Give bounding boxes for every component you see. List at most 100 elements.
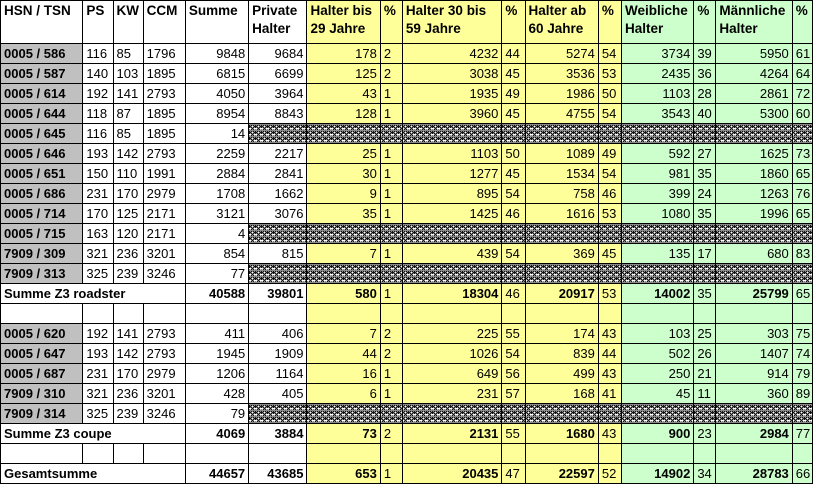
cell-ccm: 2793 xyxy=(142,83,186,104)
spacer-cell xyxy=(524,443,599,464)
cell-maennliche-halter: 1263 xyxy=(715,183,793,204)
cell-halter-ab-60: 499 xyxy=(524,363,599,384)
cell-weibliche-halter: 2435 xyxy=(620,63,695,84)
cell-maennliche-halter: 914 xyxy=(715,363,793,384)
cell-ps: 321 xyxy=(82,243,114,264)
table-row: 7909 / 314 325 239 3246 79 xyxy=(0,403,813,424)
cell-pct-bis-29 xyxy=(379,123,403,144)
header-line-2: 59 Jahre xyxy=(405,21,461,36)
sum-summe: 44657 xyxy=(184,463,250,484)
cell-pct-bis-29: 2 xyxy=(379,43,403,64)
cell-pct-bis-29 xyxy=(379,403,403,424)
cell-hsn-tsn: 0005 / 586 xyxy=(0,43,84,64)
spacer-cell xyxy=(379,443,403,464)
cell-pct-bis-29: 1 xyxy=(379,203,403,224)
cell-private-halter: 2217 xyxy=(248,143,308,164)
cell-maennliche-halter: 1625 xyxy=(715,143,793,164)
cell-kw: 85 xyxy=(112,123,144,144)
cell-pct-maennlich xyxy=(791,123,813,144)
cell-weibliche-halter: 592 xyxy=(620,143,695,164)
cell-ccm: 1895 xyxy=(142,103,186,124)
sum-pct-weiblich: 35 xyxy=(693,283,717,304)
cell-pct-ab-60: 46 xyxy=(597,183,622,204)
cell-pct-bis-29: 2 xyxy=(379,343,403,364)
cell-pct-30-59 xyxy=(501,263,526,284)
sum-summe: 4069 xyxy=(184,423,250,444)
spacer-cell xyxy=(401,443,503,464)
cell-pct-ab-60: 49 xyxy=(597,143,622,164)
cell-hsn-tsn: 0005 / 651 xyxy=(0,163,84,184)
cell-weibliche-halter xyxy=(620,123,695,144)
cell-kw: 170 xyxy=(112,363,144,384)
cell-ps: 321 xyxy=(82,383,114,404)
cell-halter-30-59: 1425 xyxy=(401,203,503,224)
cell-halter-30-59: 895 xyxy=(401,183,503,204)
cell-pct-ab-60: 54 xyxy=(597,163,622,184)
cell-halter-bis-29 xyxy=(306,263,381,284)
cell-summe: 6815 xyxy=(184,63,250,84)
cell-ccm: 3246 xyxy=(142,263,186,284)
cell-halter-bis-29: 178 xyxy=(306,43,381,64)
cell-private-halter: 1662 xyxy=(248,183,308,204)
cell-pct-weiblich xyxy=(693,403,717,424)
sum-pct-ab-60: 52 xyxy=(597,463,622,484)
header-hsn-tsn: HSN / TSN xyxy=(0,0,84,44)
cell-weibliche-halter: 3543 xyxy=(620,103,695,124)
cell-maennliche-halter: 1860 xyxy=(715,163,793,184)
cell-kw: 142 xyxy=(112,143,144,164)
cell-weibliche-halter: 1103 xyxy=(620,83,695,104)
cell-ps: 193 xyxy=(82,343,114,364)
sum-private-halter: 3884 xyxy=(248,423,308,444)
cell-kw: 239 xyxy=(112,403,144,424)
cell-pct-ab-60: 53 xyxy=(597,203,622,224)
spacer-cell xyxy=(693,303,717,324)
cell-pct-bis-29 xyxy=(379,223,403,244)
cell-private-halter: 3076 xyxy=(248,203,308,224)
cell-ps: 193 xyxy=(82,143,114,164)
spacer-cell xyxy=(82,303,114,324)
sum-maennliche-halter: 25799 xyxy=(715,283,793,304)
table-row: 0005 / 651 150 110 1991 2884 2841 30 1 1277 45 153… xyxy=(0,163,813,184)
header-line-2: % xyxy=(795,3,808,18)
cell-halter-30-59: 1277 xyxy=(401,163,503,184)
cell-hsn-tsn: 0005 / 620 xyxy=(0,323,84,344)
cell-maennliche-halter: 4264 xyxy=(715,63,793,84)
spacer-cell xyxy=(248,443,308,464)
cell-pct-weiblich: 39 xyxy=(693,43,717,64)
sum-row: Summe Z3 coupe 4069 3884 73 2 2131 55 1680 43 900… xyxy=(0,423,813,444)
header-line-1: KW xyxy=(116,3,140,18)
cell-pct-ab-60: 41 xyxy=(597,383,622,404)
sum-halter-ab-60: 1680 xyxy=(524,423,599,444)
cell-pct-bis-29: 1 xyxy=(379,363,403,384)
cell-ps: 118 xyxy=(82,103,114,124)
header-line-1: Halter ab xyxy=(528,3,587,18)
spacer-cell xyxy=(620,303,695,324)
cell-halter-30-59: 1026 xyxy=(401,343,503,364)
cell-maennliche-halter xyxy=(715,123,793,144)
cell-pct-30-59: 56 xyxy=(501,363,526,384)
header-halter-30-59: Halter 30 bis 59 Jahre xyxy=(401,0,503,44)
sum-label: Summe Z3 coupe xyxy=(0,423,186,444)
cell-pct-bis-29: 1 xyxy=(379,103,403,124)
cell-halter-ab-60: 1616 xyxy=(524,203,599,224)
table-row: 0005 / 646 193 142 2793 2259 2217 25 1 1103 50 108… xyxy=(0,143,813,164)
cell-hsn-tsn: 0005 / 647 xyxy=(0,343,84,364)
cell-ps: 170 xyxy=(82,203,114,224)
cell-maennliche-halter: 5950 xyxy=(715,43,793,64)
cell-hsn-tsn: 7909 / 313 xyxy=(0,263,84,284)
cell-kw: 142 xyxy=(112,343,144,364)
cell-halter-bis-29: 7 xyxy=(306,323,381,344)
cell-ccm: 2979 xyxy=(142,183,186,204)
cell-halter-bis-29: 44 xyxy=(306,343,381,364)
header-line-1: CCM xyxy=(146,3,178,18)
sum-halter-30-59: 20435 xyxy=(401,463,503,484)
cell-kw: 87 xyxy=(112,103,144,124)
cell-hsn-tsn: 0005 / 715 xyxy=(0,223,84,244)
header-line-1: Halter bis xyxy=(310,3,372,18)
cell-halter-ab-60: 758 xyxy=(524,183,599,204)
spacer-cell xyxy=(142,303,186,324)
cell-halter-bis-29: 7 xyxy=(306,243,381,264)
sum-pct-bis-29: 1 xyxy=(379,283,403,304)
cell-hsn-tsn: 0005 / 614 xyxy=(0,83,84,104)
